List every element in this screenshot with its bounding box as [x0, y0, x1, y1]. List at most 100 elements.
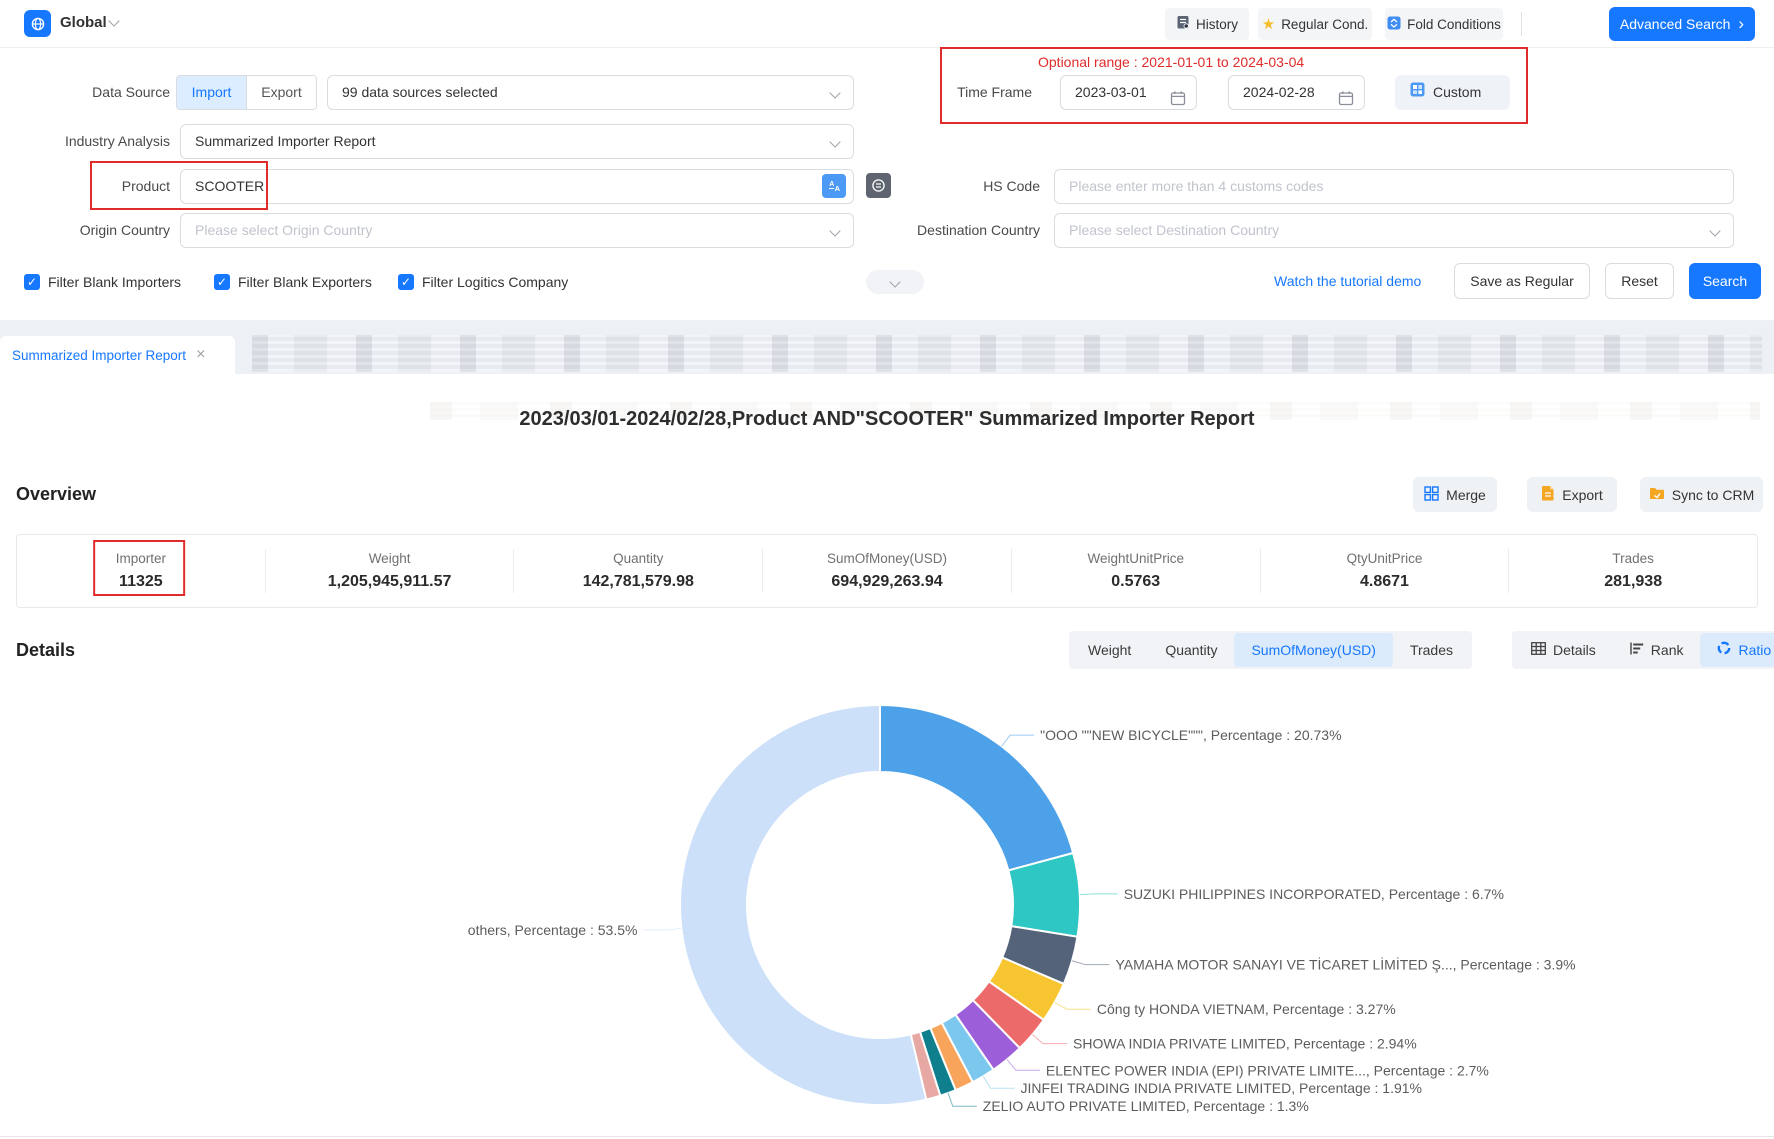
history-icon — [1176, 15, 1190, 33]
rank-icon — [1630, 633, 1644, 667]
region-selector[interactable]: Global — [60, 14, 107, 31]
metric-trades[interactable]: Trades — [1393, 633, 1470, 667]
chart-leader-line — [1055, 1002, 1091, 1009]
chevron-down-icon — [1709, 225, 1720, 236]
toolbar-divider — [1521, 12, 1522, 36]
reset-button[interactable]: Reset — [1605, 263, 1674, 299]
metric-quantity[interactable]: Quantity — [1148, 633, 1234, 667]
stat-label: Quantity — [514, 551, 762, 566]
export-label: Export — [1562, 487, 1602, 503]
expand-conditions-button[interactable] — [866, 270, 924, 294]
translate-icon[interactable]: AA — [822, 174, 846, 198]
view-details-label: Details — [1553, 633, 1596, 667]
filter-blank-importers-checkbox[interactable]: ✓ Filter Blank Importers — [24, 268, 181, 296]
chevron-down-icon — [108, 15, 119, 26]
chart-label: others, Percentage : 53.5% — [468, 922, 638, 938]
view-ratio-label: Ratio — [1738, 633, 1771, 667]
industry-analysis-select[interactable]: Summarized Importer Report — [180, 124, 854, 159]
stat-label: WeightUnitPrice — [1012, 551, 1260, 566]
calendar-icon[interactable] — [1170, 85, 1186, 118]
chart-label: SUZUKI PHILIPPINES INCORPORATED, Percent… — [1124, 886, 1504, 902]
chart-leader-line — [1032, 1035, 1067, 1044]
top-bar: Global History ★ Regular Cond. Fold Cond… — [0, 0, 1774, 48]
hs-code-placeholder: Please enter more than 4 customs codes — [1069, 178, 1323, 194]
product-value: SCOOTER — [195, 178, 264, 194]
exact-match-icon[interactable] — [866, 173, 891, 198]
product-label: Product — [0, 169, 170, 204]
chevron-down-icon — [889, 276, 900, 287]
filter-blank-importers-label: Filter Blank Importers — [48, 274, 181, 290]
regular-cond-button[interactable]: ★ Regular Cond. — [1258, 8, 1372, 40]
view-details[interactable]: Details — [1514, 633, 1613, 667]
stat-value: 142,781,579.98 — [514, 573, 762, 591]
close-icon[interactable]: × — [196, 347, 205, 363]
sync-to-crm-button[interactable]: Sync to CRM — [1640, 477, 1763, 512]
destination-country-select[interactable]: Please select Destination Country — [1054, 213, 1734, 248]
chart-leader-line — [948, 1093, 977, 1106]
tutorial-link[interactable]: Watch the tutorial demo — [1274, 273, 1421, 289]
advanced-search-label: Advanced Search — [1620, 16, 1731, 32]
chart-label: Công ty HONDA VIETNAM, Percentage : 3.27… — [1097, 1001, 1396, 1017]
filter-logitics-company-checkbox[interactable]: ✓ Filter Logitics Company — [398, 268, 568, 296]
importer-annotation-box — [93, 540, 185, 596]
data-sources-select[interactable]: 99 data sources selected — [327, 75, 854, 110]
view-rank[interactable]: Rank — [1613, 633, 1701, 667]
stat-value: 0.5763 — [1012, 573, 1260, 591]
custom-range-button[interactable]: Custom — [1395, 75, 1510, 110]
chevron-right-icon: › — [1738, 14, 1744, 34]
date-from-input[interactable]: 2023-03-01 — [1060, 75, 1197, 110]
ratio-icon — [1717, 633, 1731, 667]
report-title: 2023/03/01-2024/02/28,Product AND"SCOOTE… — [0, 408, 1774, 431]
stat-label: SumOfMoney(USD) — [763, 551, 1011, 566]
chart-label: YAMAHA MOTOR SANAYI VE TİCARET LİMİTED Ş… — [1116, 956, 1576, 973]
stat-weightunitprice: WeightUnitPrice 0.5763 — [1012, 551, 1260, 591]
chart-leader-line — [1002, 735, 1035, 746]
chart-label: "OOO ""NEW BICYCLE""", Percentage : 20.7… — [1040, 727, 1341, 743]
stat-value: 4.8671 — [1261, 573, 1509, 591]
tab-summarized-importer-report[interactable]: Summarized Importer Report × — [0, 336, 235, 374]
stat-weight: Weight 1,205,945,911.57 — [266, 551, 514, 591]
merge-label: Merge — [1446, 487, 1486, 503]
destination-country-placeholder: Please select Destination Country — [1069, 222, 1279, 238]
stat-importer: Importer 11325 — [17, 551, 265, 591]
stat-label: Trades — [1509, 551, 1757, 566]
stat-quantity: Quantity 142,781,579.98 — [514, 551, 762, 591]
stat-value: 694,929,263.94 — [763, 573, 1011, 591]
stat-value: 1,205,945,911.57 — [266, 573, 514, 591]
view-rank-label: Rank — [1651, 633, 1684, 667]
save-as-regular-button[interactable]: Save as Regular — [1454, 263, 1590, 299]
metric-sumofmoney[interactable]: SumOfMoney(USD) — [1234, 633, 1392, 667]
origin-country-select[interactable]: Please select Origin Country — [180, 213, 854, 248]
svg-text:A: A — [835, 184, 841, 193]
fold-conditions-label: Fold Conditions — [1407, 17, 1501, 32]
table-icon — [1531, 633, 1546, 667]
chart-leader-line — [983, 1076, 1014, 1088]
chart-label: ELENTEC POWER INDIA (EPI) PRIVATE LIMITE… — [1046, 1062, 1489, 1078]
date-to-input[interactable]: 2024-02-28 — [1228, 75, 1365, 110]
history-button[interactable]: History — [1165, 8, 1249, 40]
product-input[interactable]: SCOOTER — [180, 169, 854, 204]
advanced-search-button[interactable]: Advanced Search › — [1609, 7, 1755, 41]
view-ratio[interactable]: Ratio — [1700, 633, 1774, 667]
chevron-down-icon — [829, 136, 840, 147]
export-button[interactable]: Export — [1527, 477, 1617, 512]
stat-sumofmoney: SumOfMoney(USD) 694,929,263.94 — [763, 551, 1011, 591]
stat-label: QtyUnitPrice — [1261, 551, 1509, 566]
import-tab[interactable]: Import — [177, 76, 246, 109]
calendar-icon[interactable] — [1338, 85, 1354, 118]
filter-blank-exporters-checkbox[interactable]: ✓ Filter Blank Exporters — [214, 268, 372, 296]
hs-code-input[interactable]: Please enter more than 4 customs codes — [1054, 169, 1734, 204]
export-tab[interactable]: Export — [246, 76, 316, 109]
fold-conditions-button[interactable]: Fold Conditions — [1385, 8, 1503, 40]
app-window: Global History ★ Regular Cond. Fold Cond… — [0, 0, 1774, 1139]
metric-weight[interactable]: Weight — [1071, 633, 1148, 667]
search-button[interactable]: Search — [1689, 263, 1761, 299]
checkbox-checked-icon: ✓ — [24, 274, 40, 290]
merge-button[interactable]: Merge — [1413, 477, 1497, 512]
chart-label: SHOWA INDIA PRIVATE LIMITED, Percentage … — [1073, 1036, 1417, 1052]
stat-trades: Trades 281,938 — [1509, 551, 1757, 591]
svg-text:A: A — [829, 181, 834, 188]
chart-leader-line — [643, 928, 681, 930]
data-sources-value: 99 data sources selected — [342, 84, 498, 100]
globe-icon — [24, 10, 51, 37]
